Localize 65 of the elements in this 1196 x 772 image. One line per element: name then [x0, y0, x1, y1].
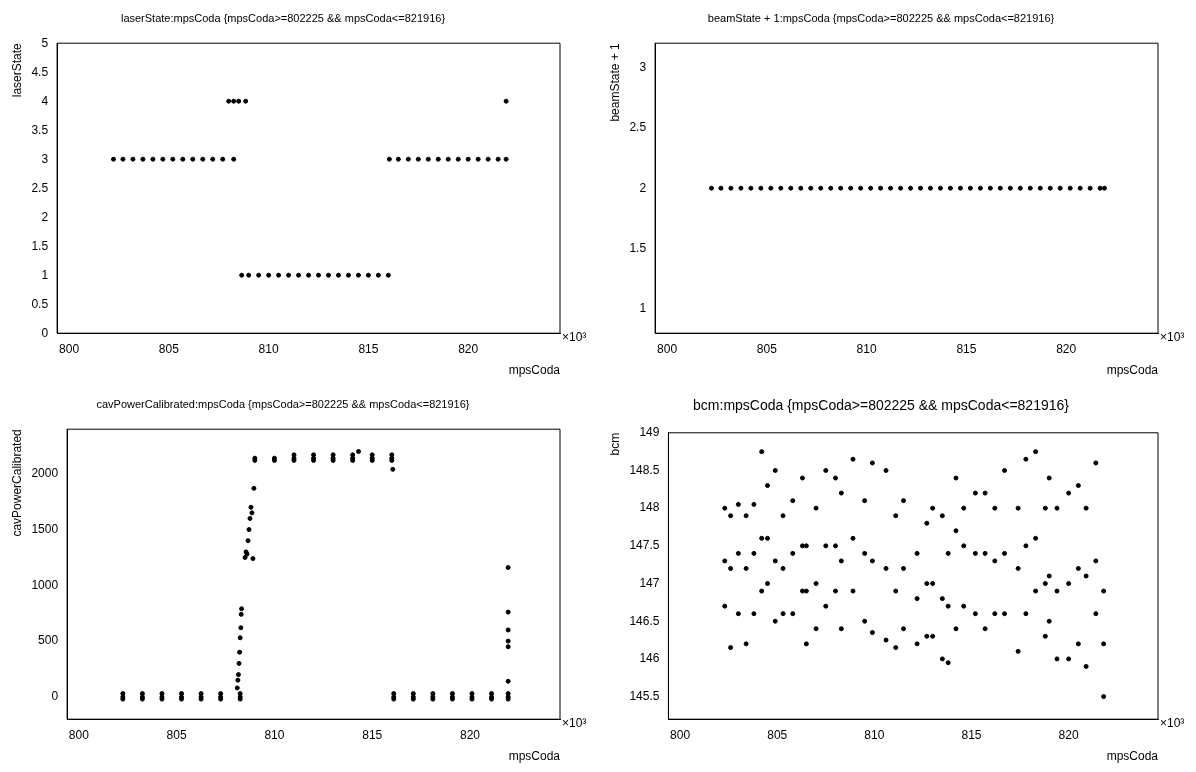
- text: ×10³: [1160, 329, 1185, 344]
- x-tick-label: 815: [961, 727, 982, 742]
- y-tick-label: 3.5: [31, 122, 49, 137]
- x-axis-title: mpsCoda: [508, 749, 561, 764]
- chart-title: bcm:mpsCoda {mpsCoda>=802225 && mpsCoda<=821916}: [693, 397, 1070, 414]
- x-tick-label: 805: [767, 727, 788, 742]
- x-tick-label: 810: [258, 341, 279, 356]
- x-tick-label: 815: [358, 341, 379, 356]
- y-tick-label: 2.5: [629, 120, 647, 135]
- x-axis-title: mpsCoda: [508, 363, 561, 378]
- y-tick-label: 146.5: [629, 613, 660, 628]
- y-tick-label: 0.5: [31, 296, 49, 311]
- y-tick-label: 1000: [31, 577, 59, 592]
- y-tick-label: 1: [639, 301, 647, 316]
- x-tick-label: 820: [460, 727, 481, 742]
- x-tick-label: 805: [158, 341, 180, 356]
- y-tick-label: 1.5: [629, 240, 647, 255]
- y-tick-label: 0: [51, 689, 59, 704]
- y-axis-title: beamState + 1: [607, 42, 622, 122]
- x-tick-label: 800: [68, 727, 90, 742]
- chart-title: laserState:mpsCoda {mpsCoda>=802225 && mpsCoda<=821916}: [120, 11, 446, 24]
- x-tick-label: 810: [264, 727, 285, 742]
- x-tick-label: 810: [856, 341, 877, 356]
- y-tick-label: 4.5: [31, 64, 49, 79]
- y-tick-label: 148: [639, 500, 660, 515]
- x-axis-title: mpsCoda: [1106, 749, 1159, 764]
- y-tick-label: 2000: [31, 466, 59, 481]
- y-tick-label: 5: [41, 35, 49, 50]
- x-tick-label: 815: [956, 341, 977, 356]
- y-axis-title: laserState: [9, 42, 24, 98]
- x-tick-label: 815: [362, 727, 383, 742]
- x-tick-label: 805: [166, 727, 187, 742]
- y-tick-label: 0: [41, 325, 49, 340]
- y-tick-label: 148.5: [629, 462, 660, 477]
- y-tick-label: 1: [41, 267, 49, 282]
- y-tick-label: 149: [639, 425, 660, 440]
- x-tick-label: 820: [1058, 727, 1079, 742]
- x-tick-label: 820: [458, 341, 479, 356]
- y-tick-label: 2: [639, 180, 647, 195]
- y-tick-label: 4: [41, 93, 49, 108]
- y-tick-label: 500: [38, 633, 59, 648]
- y-axis-title: bcm: [607, 432, 622, 456]
- y-tick-label: 2.5: [31, 180, 49, 195]
- text: ×10³: [562, 329, 587, 344]
- text: ×10³: [1160, 715, 1185, 730]
- y-tick-label: 147.5: [629, 538, 660, 553]
- y-tick-label: 3: [639, 59, 647, 74]
- x-tick-label: 800: [657, 341, 678, 356]
- y-tick-label: 146: [639, 651, 660, 666]
- x-tick-label: 820: [1056, 341, 1077, 356]
- x-tick-label: 800: [670, 727, 691, 742]
- x-tick-label: 810: [864, 727, 885, 742]
- y-axis-title: cavPowerCalibrated: [9, 429, 24, 537]
- text: ×10³: [562, 715, 587, 730]
- x-tick-label: 805: [756, 341, 778, 356]
- y-tick-label: 1500: [31, 521, 59, 536]
- y-tick-label: 1.5: [31, 238, 49, 253]
- y-tick-label: 147: [639, 575, 660, 590]
- y-tick-label: 3: [41, 151, 49, 166]
- y-tick-label: 2: [41, 209, 49, 224]
- x-axis-title: mpsCoda: [1106, 363, 1159, 378]
- chart-title: cavPowerCalibrated:mpsCoda {mpsCoda>=802225 && mpsCoda<=821916}: [96, 397, 470, 410]
- x-tick-label: 800: [59, 341, 80, 356]
- chart-title: beamState + 1:mpsCoda {mpsCoda>=802225 && mpsCoda<=821916}: [707, 11, 1055, 24]
- y-tick-label: 145.5: [629, 688, 660, 703]
